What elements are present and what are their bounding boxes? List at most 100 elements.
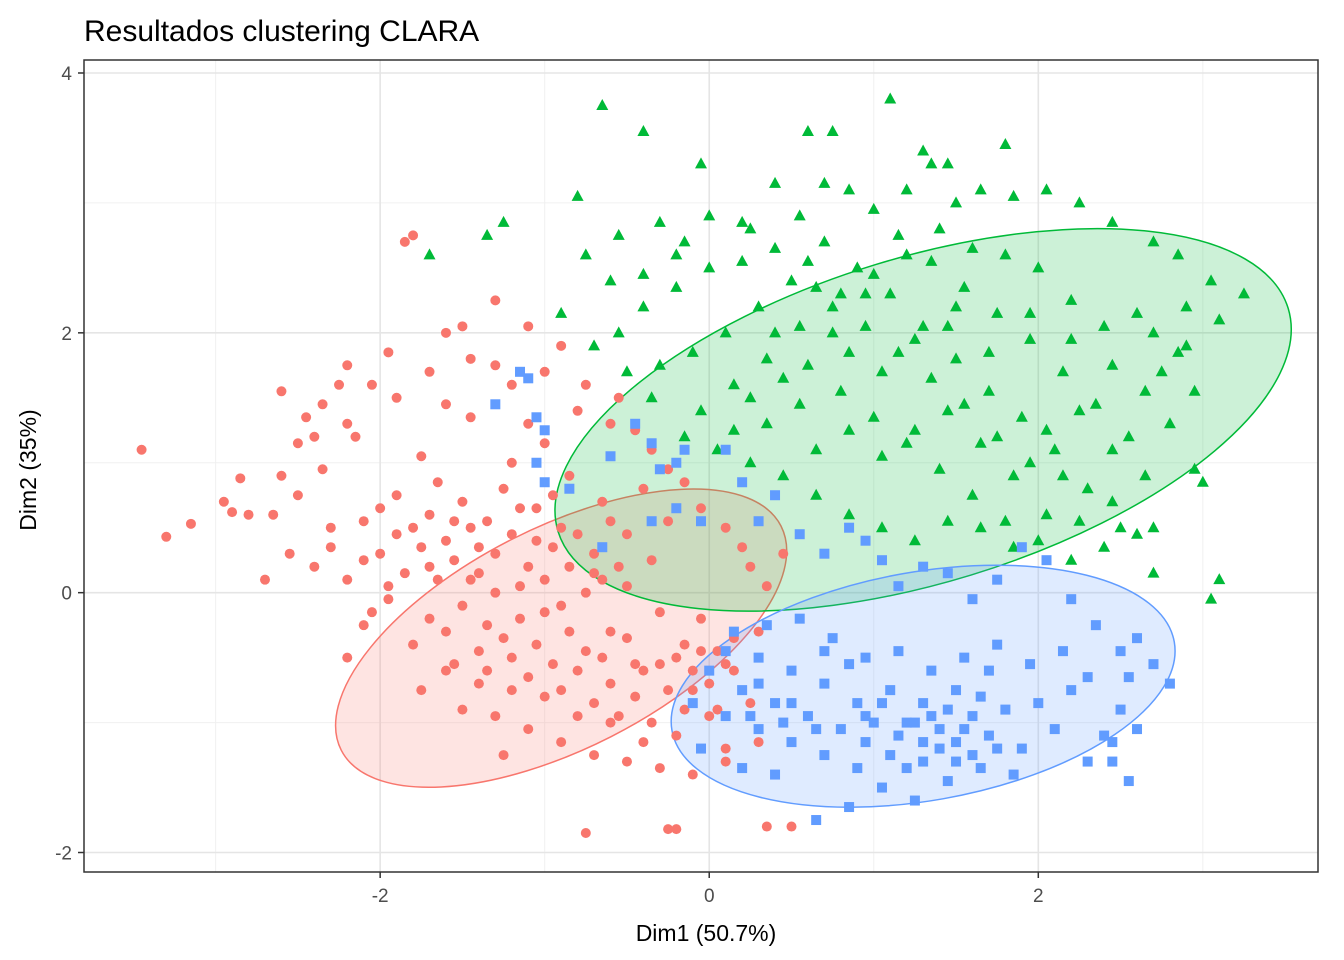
cluster-3-point [1090, 620, 1101, 631]
cluster-1-point [473, 678, 484, 689]
cluster-ellipse-1 [334, 488, 788, 789]
cluster-1-point [457, 600, 468, 611]
cluster-3-point [1033, 698, 1044, 709]
y-axis-label: Dim2 (35%) [15, 409, 41, 530]
cluster-3-point [942, 568, 953, 579]
cluster-3-point [918, 561, 929, 572]
cluster-2-point [875, 521, 888, 533]
cluster-1-point [539, 691, 550, 702]
cluster-2-point [875, 365, 888, 377]
cluster-3-point [885, 685, 896, 696]
cluster-1-point [564, 561, 575, 572]
cluster-3-point [679, 444, 690, 455]
cluster-1-point [325, 522, 336, 533]
cluster-3-point [753, 678, 764, 689]
cluster-2-point [645, 391, 658, 403]
cluster-1-point [515, 613, 526, 624]
cluster-1-point [605, 626, 616, 637]
cluster-2-point [497, 215, 510, 227]
cluster-2-point [1163, 417, 1176, 429]
cluster-3-point [926, 711, 937, 722]
cluster-1-point [778, 548, 789, 559]
cluster-1-point [712, 646, 723, 657]
cluster-2-point [999, 514, 1012, 526]
cluster-1-point [292, 490, 303, 501]
x-tick-label: 2 [1033, 886, 1044, 907]
cluster-1-point [416, 451, 427, 462]
cluster-2-point [1048, 443, 1061, 455]
cluster-3-point [1115, 704, 1126, 715]
cluster-1-point [704, 678, 715, 689]
cluster-2-point [908, 332, 921, 344]
cluster-2-point [958, 280, 971, 292]
cluster-1-point [523, 672, 534, 683]
cluster-1-point [671, 652, 682, 663]
cluster-1-point [399, 236, 410, 247]
cluster-3-point [1164, 678, 1175, 689]
cluster-1-point [391, 392, 402, 403]
cluster-2-point [678, 430, 691, 442]
cluster-1-point [539, 607, 550, 618]
cluster-1-point [490, 587, 501, 598]
cluster-1-point [531, 535, 542, 546]
cluster-2-point [917, 319, 930, 331]
cluster-1-point [687, 769, 698, 780]
cluster-3-point [786, 737, 797, 748]
cluster-2-point [604, 274, 617, 286]
cluster-1-point [605, 717, 616, 728]
cluster-2-point [892, 345, 905, 357]
cluster-2-point [637, 300, 650, 312]
cluster-3-point [835, 724, 846, 735]
cluster-1-point [679, 704, 690, 715]
plot-panel: -2 0 2 -2 0 2 4 [55, 59, 1319, 907]
cluster-1-point [506, 652, 517, 663]
cluster-3-point [934, 724, 945, 735]
cluster-3-point [539, 477, 550, 488]
cluster-2-point [950, 300, 963, 312]
cluster-1-point [679, 477, 690, 488]
y-tick-label: 2 [61, 324, 72, 345]
cluster-2-point [736, 254, 749, 266]
cluster-1-point [506, 685, 517, 696]
cluster-2-point [908, 534, 921, 546]
cluster-1-point [580, 587, 591, 598]
cluster-3-point [770, 490, 781, 501]
cluster-3-point [1041, 555, 1052, 566]
cluster-3-point [819, 678, 830, 689]
cluster-1-point [556, 685, 567, 696]
cluster-1-point [482, 516, 493, 527]
cluster-2-point [711, 443, 724, 455]
cluster-1-point [663, 685, 674, 696]
cluster-2-point [1007, 540, 1020, 552]
cluster-2-point [695, 157, 707, 169]
cluster-3-point [983, 730, 994, 741]
cluster-1-point [605, 678, 616, 689]
cluster-1-point [531, 503, 542, 514]
cluster-1-point [728, 665, 739, 676]
cluster-1-point [556, 522, 567, 533]
cluster-2-point [727, 378, 740, 390]
cluster-3-point [942, 704, 953, 715]
cluster-2-point [966, 241, 979, 253]
cluster-1-point [490, 548, 501, 559]
cluster-3-point [696, 743, 706, 754]
cluster-2-point [1081, 482, 1094, 494]
cluster-2-point [801, 254, 814, 266]
cluster-1-point [490, 711, 501, 722]
cluster-2-point [719, 326, 732, 338]
cluster-1-point [440, 327, 451, 338]
cluster-2-point [1188, 462, 1201, 474]
cluster-3-point [918, 737, 929, 748]
cluster-3-point [720, 444, 731, 455]
cluster-3-point [860, 652, 871, 663]
cluster-2-point [1172, 248, 1185, 260]
cluster-2-point [1073, 514, 1086, 526]
cluster-3-point [811, 815, 822, 826]
cluster-1-point [350, 431, 361, 442]
cluster-1-point [589, 750, 600, 761]
cluster-2-point [1131, 306, 1144, 318]
cluster-1-point [696, 646, 706, 657]
cluster-1-point [704, 711, 715, 722]
cluster-2-point [1213, 313, 1226, 325]
cluster-1-point [482, 665, 493, 676]
